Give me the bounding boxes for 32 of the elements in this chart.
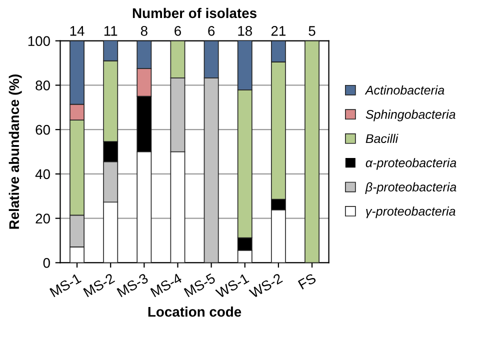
text: 8 xyxy=(140,26,148,36)
y-axis-title: Relative abundance (%) xyxy=(8,74,22,229)
y-tick-label: 0 xyxy=(43,258,50,268)
y-tick-label: 20 xyxy=(36,214,50,224)
legend-label: Bacilli xyxy=(366,134,398,144)
x-tick-label: MS-4 xyxy=(150,272,182,298)
legend-label: Sphingobacteria xyxy=(366,110,456,122)
x-tick-label: FS xyxy=(298,273,317,290)
x-tick-label: MS-5 xyxy=(184,273,216,298)
y-tick-label: 100 xyxy=(28,36,50,46)
y-tick-label: 40 xyxy=(35,169,50,180)
x2-axis-title: Number of isolates xyxy=(132,8,256,18)
x-tick-label: WS-1 xyxy=(215,273,250,299)
x-tick-label: MS-2 xyxy=(83,273,116,298)
text: 14 xyxy=(70,26,84,36)
text: 11 xyxy=(104,26,118,36)
y-tick-label: 80 xyxy=(36,80,50,90)
y-tick-label: 60 xyxy=(36,124,50,135)
text: 6 xyxy=(208,26,215,36)
text: 21 xyxy=(271,26,286,36)
legend-label: Actinobacteria xyxy=(364,85,444,95)
x-tick-label: MS-3 xyxy=(116,273,149,298)
legend-label: β-proteobacteria xyxy=(365,182,456,194)
x-tick-label: MS-1 xyxy=(49,273,82,298)
x-tick-label: WS-2 xyxy=(248,273,283,299)
bar xyxy=(304,40,320,263)
text: 18 xyxy=(238,26,252,36)
legend-label: α-proteobacteria xyxy=(366,158,456,170)
legend-label: γ-proteobacteria xyxy=(366,206,456,218)
x-axis-title: Location code xyxy=(148,306,242,317)
text: 5 xyxy=(308,26,316,36)
text: 6 xyxy=(174,26,181,36)
